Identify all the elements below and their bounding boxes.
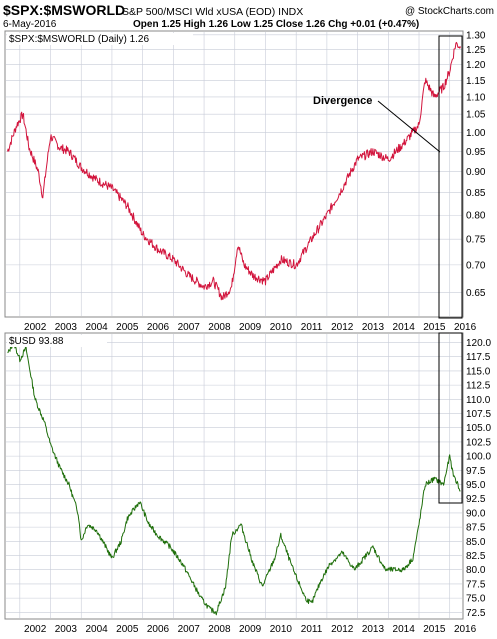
ratio-x-tick-label: 2009	[239, 322, 262, 333]
ratio-x-tick-label: 2004	[85, 322, 108, 333]
usd-series	[7, 340, 461, 616]
ratio-x-tick-label: 2008	[208, 322, 231, 333]
usd-y-tick-label: 97.5	[466, 466, 486, 477]
usd-x-tick-label: 2012	[331, 624, 354, 635]
ratio-x-tick-label: 2010	[270, 322, 293, 333]
usd-y-tick-label: 117.5	[466, 352, 491, 363]
usd-x-tick-label: 2008	[208, 624, 231, 635]
usd-series-line	[7, 340, 461, 616]
usd-y-tick-label: 75.0	[466, 594, 486, 605]
ratio-legend-bg	[7, 33, 193, 45]
usd-x-tick-label: 2004	[85, 624, 108, 635]
divergence-pointer	[377, 100, 441, 153]
ratio-y-tick-label: 0.95	[466, 147, 486, 158]
ratio-highlight-box	[438, 35, 463, 319]
ratio-x-tick-label: 2005	[116, 322, 139, 333]
usd-legend: $USD 93.88	[9, 336, 64, 347]
usd-x-tick-label: 2009	[239, 624, 262, 635]
ratio-x-tick-label: 2006	[147, 322, 170, 333]
ratio-x-tick-label: 2013	[362, 322, 385, 333]
ratio-y-tick-label: 1.00	[466, 128, 486, 139]
usd-y-tick-label: 92.5	[466, 494, 486, 505]
usd-y-axis: 72.5 75.0 77.5 80.0 82.5 85.0 87.5 90.0 92.5 95.0…	[466, 338, 491, 619]
usd-y-tick-label: 112.5	[466, 381, 491, 392]
ratio-y-axis: 0.65 0.70 0.75 0.80 0.85 0.90 0.95 1.00 1.05 1.10…	[466, 30, 486, 299]
ratio-y-tick-label: 1.05	[466, 110, 486, 121]
ratio-x-tick-label: 2015	[423, 322, 446, 333]
ratio-y-tick-label: 1.15	[466, 76, 486, 87]
chart-description: S&P 500/MSCI Wld xUSA (EOD) INDX	[122, 6, 303, 18]
usd-y-tick-label: 105.0	[466, 423, 491, 434]
usd-x-tick-label: 2002	[24, 624, 47, 635]
usd-x-tick-label: 2010	[270, 624, 293, 635]
chart-date: 6-May-2016	[3, 19, 57, 30]
usd-y-tick-label: 110.0	[466, 395, 491, 406]
usd-y-tick-label: 90.0	[466, 508, 486, 519]
ratio-x-tick-label: 2007	[178, 322, 201, 333]
usd-x-tick-label: 2011	[301, 624, 323, 635]
ratio-series-line	[7, 41, 461, 301]
ratio-x-tick-label: 2003	[55, 322, 78, 333]
ratio-x-tick-label: 2014	[393, 322, 416, 333]
usd-x-tick-label: 2015	[423, 624, 446, 635]
usd-y-tick-label: 102.5	[466, 437, 491, 448]
usd-y-tick-label: 72.5	[466, 608, 486, 619]
usd-x-tick-label: 2013	[362, 624, 385, 635]
usd-y-tick-label: 100.0	[466, 452, 491, 463]
divergence-annotation: Divergence	[313, 95, 372, 107]
chart-ohlc: Open 1.25 High 1.26 Low 1.25 Close 1.26 …	[133, 19, 419, 30]
ratio-x-tick-label: 2016	[454, 322, 477, 333]
usd-x-tick-label: 2003	[55, 624, 78, 635]
usd-x-tick-label: 2014	[393, 624, 416, 635]
usd-y-tick-label: 82.5	[466, 551, 486, 562]
usd-x-tick-label: 2006	[147, 624, 170, 635]
ratio-y-tick-label: 0.75	[466, 235, 486, 246]
ratio-legend: $SPX:$MSWORLD (Daily) 1.26	[9, 34, 149, 45]
ratio-y-tick-label: 0.70	[466, 260, 486, 271]
ratio-y-tick-label: 1.20	[466, 60, 486, 71]
usd-y-tick-label: 95.0	[466, 480, 486, 491]
ratio-y-tick-label: 0.80	[466, 211, 486, 222]
chart-copyright: @ StockCharts.com	[405, 6, 494, 17]
usd-y-tick-label: 85.0	[466, 537, 486, 548]
chart-symbol: $SPX:$MSWORLD	[3, 2, 125, 18]
usd-x-axis: 2002 2003 2004 2005 2006 2007 2008 2009 2010 2011…	[24, 624, 477, 635]
usd-legend-bg	[7, 335, 107, 347]
ratio-y-tick-label: 0.90	[466, 167, 486, 178]
ratio-y-tick-label: 1.25	[466, 45, 486, 56]
ratio-series	[7, 41, 461, 301]
usd-x-tick-label: 2005	[116, 624, 139, 635]
usd-x-tick-label: 2016	[454, 624, 477, 635]
usd-y-tick-label: 87.5	[466, 523, 486, 534]
usd-y-tick-label: 77.5	[466, 579, 486, 590]
usd-y-tick-label: 80.0	[466, 565, 486, 576]
ratio-y-tick-label: 1.30	[466, 30, 486, 41]
usd-y-tick-label: 120.0	[466, 338, 491, 349]
usd-y-tick-label: 107.5	[466, 409, 491, 420]
ratio-x-tick-label: 2011	[301, 322, 323, 333]
ratio-x-axis: 2002 2003 2004 2005 2006 2007 2008 2009 2010 2011…	[24, 322, 477, 333]
ratio-x-tick-label: 2002	[24, 322, 47, 333]
usd-highlight-box	[438, 332, 463, 504]
usd-y-tick-label: 115.0	[466, 366, 491, 377]
ratio-y-tick-label: 0.85	[466, 188, 486, 199]
ratio-x-tick-label: 2012	[331, 322, 354, 333]
usd-x-tick-label: 2007	[178, 624, 201, 635]
ratio-y-tick-label: 0.65	[466, 288, 486, 299]
ratio-y-tick-label: 1.10	[466, 92, 486, 103]
usd-panel-frame	[4, 332, 464, 620]
